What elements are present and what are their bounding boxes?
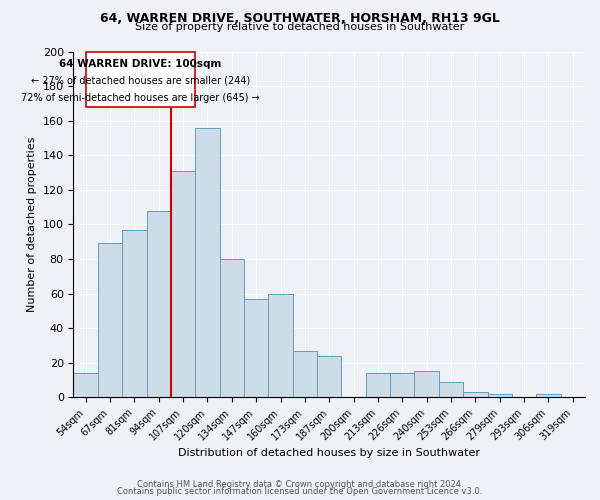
Bar: [463, 392, 488, 398]
Bar: [146, 210, 171, 398]
Bar: [415, 372, 439, 398]
Bar: [244, 299, 268, 398]
Bar: [73, 373, 98, 398]
FancyBboxPatch shape: [86, 52, 195, 107]
Bar: [268, 294, 293, 398]
Bar: [293, 350, 317, 398]
Bar: [488, 394, 512, 398]
Text: Contains public sector information licensed under the Open Government Licence v3: Contains public sector information licen…: [118, 487, 482, 496]
Bar: [536, 394, 560, 398]
Bar: [220, 259, 244, 398]
Text: ← 27% of detached houses are smaller (244): ← 27% of detached houses are smaller (24…: [31, 76, 250, 86]
Bar: [439, 382, 463, 398]
Text: 72% of semi-detached houses are larger (645) →: 72% of semi-detached houses are larger (…: [21, 93, 260, 103]
Bar: [195, 128, 220, 398]
Bar: [317, 356, 341, 398]
Bar: [390, 373, 415, 398]
Y-axis label: Number of detached properties: Number of detached properties: [27, 136, 37, 312]
Bar: [122, 230, 146, 398]
Bar: [366, 373, 390, 398]
Bar: [171, 171, 195, 398]
X-axis label: Distribution of detached houses by size in Southwater: Distribution of detached houses by size …: [178, 448, 480, 458]
Text: Size of property relative to detached houses in Southwater: Size of property relative to detached ho…: [136, 22, 464, 32]
Text: 64 WARREN DRIVE: 100sqm: 64 WARREN DRIVE: 100sqm: [59, 58, 221, 68]
Text: Contains HM Land Registry data © Crown copyright and database right 2024.: Contains HM Land Registry data © Crown c…: [137, 480, 463, 489]
Text: 64, WARREN DRIVE, SOUTHWATER, HORSHAM, RH13 9GL: 64, WARREN DRIVE, SOUTHWATER, HORSHAM, R…: [100, 12, 500, 26]
Bar: [98, 244, 122, 398]
